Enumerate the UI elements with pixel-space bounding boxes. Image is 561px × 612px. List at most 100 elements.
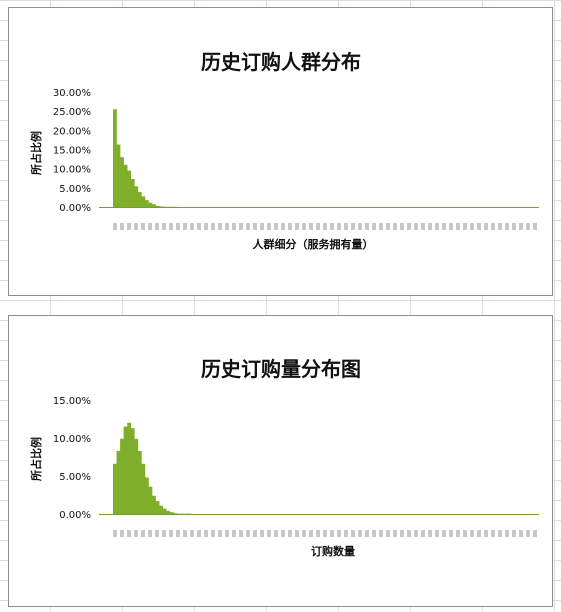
x-category-label xyxy=(519,530,523,537)
x-category-label xyxy=(351,530,355,537)
x-category-label xyxy=(393,530,397,537)
y-tick-labels: 15.00% 10.00% 5.00% 0.00% xyxy=(53,396,91,521)
x-category-label xyxy=(400,223,404,230)
x-category-label xyxy=(316,223,320,230)
x-category-labels xyxy=(113,223,537,230)
x-category-label xyxy=(316,530,320,537)
bar xyxy=(113,463,117,514)
bar xyxy=(141,463,146,514)
bar xyxy=(123,164,128,207)
x-category-label xyxy=(162,223,166,230)
x-category-label xyxy=(442,223,446,230)
x-category-label xyxy=(225,223,229,230)
x-category-label xyxy=(477,223,481,230)
x-category-label xyxy=(141,530,145,537)
bar xyxy=(148,202,153,207)
bar xyxy=(123,426,128,514)
x-category-label xyxy=(295,223,299,230)
x-category-label xyxy=(498,223,502,230)
x-category-label xyxy=(365,223,369,230)
bar xyxy=(159,505,163,514)
bar xyxy=(130,428,135,514)
x-category-label xyxy=(120,223,124,230)
chart-title: 历史订购人群分布 xyxy=(201,50,361,74)
x-category-label xyxy=(386,223,390,230)
bar xyxy=(116,144,121,207)
x-category-label xyxy=(134,530,138,537)
x-category-label xyxy=(169,223,173,230)
bar xyxy=(159,206,163,207)
x-category-label xyxy=(204,223,208,230)
x-category-label xyxy=(274,223,278,230)
bar xyxy=(155,501,160,514)
x-category-label xyxy=(218,223,222,230)
x-category-label xyxy=(253,530,257,537)
x-category-label xyxy=(393,223,397,230)
x-category-label xyxy=(260,530,264,537)
x-category-label xyxy=(470,223,474,230)
bar xyxy=(141,196,146,207)
x-category-label xyxy=(337,530,341,537)
bar xyxy=(144,477,149,514)
x-category-label xyxy=(239,530,243,537)
x-category-label xyxy=(512,223,516,230)
chart-panel-order-quantity[interactable]: 历史订购量分布图 所占比例 15.00% 10.00% 5.00% 0.00% 订购数… xyxy=(8,315,553,607)
bar xyxy=(127,422,132,514)
x-category-label xyxy=(484,530,488,537)
x-category-label xyxy=(351,223,355,230)
x-category-label xyxy=(442,530,446,537)
chart-panel-customer-distribution[interactable]: 历史订购人群分布 所占比例 30.00% 25.00% 20.00% 15.00% 10… xyxy=(8,7,553,296)
x-category-label xyxy=(246,530,250,537)
y-tick-label: 5.00% xyxy=(59,472,91,483)
x-category-label xyxy=(211,530,215,537)
y-tick-label: 10.00% xyxy=(53,434,91,445)
x-category-label xyxy=(169,530,173,537)
x-category-label xyxy=(267,530,271,537)
chart-order-quantity: 历史订购量分布图 所占比例 15.00% 10.00% 5.00% 0.00% 订购数… xyxy=(29,357,539,558)
x-category-label xyxy=(484,223,488,230)
x-category-label xyxy=(127,530,131,537)
y-axis-title: 所占比例 xyxy=(29,131,43,175)
x-category-label xyxy=(491,530,495,537)
x-category-label xyxy=(155,530,159,537)
x-category-label xyxy=(148,223,152,230)
x-category-label xyxy=(267,223,271,230)
x-category-label xyxy=(309,223,313,230)
bar xyxy=(113,109,117,207)
y-tick-label: 0.00% xyxy=(59,510,91,521)
x-axis-title: 人群细分（服务拥有量） xyxy=(253,237,374,251)
x-category-label xyxy=(435,530,439,537)
x-category-label xyxy=(176,223,180,230)
x-category-label xyxy=(477,530,481,537)
x-category-label xyxy=(463,530,467,537)
x-category-label xyxy=(197,223,201,230)
x-category-label xyxy=(519,223,523,230)
chart-title: 历史订购量分布图 xyxy=(201,357,361,381)
chart-customer-distribution: 历史订购人群分布 所占比例 30.00% 25.00% 20.00% 15.00% 10… xyxy=(29,50,539,251)
x-category-label xyxy=(225,530,229,537)
y-axis-title: 所占比例 xyxy=(29,437,43,481)
x-category-label xyxy=(190,530,194,537)
x-category-label xyxy=(428,530,432,537)
x-category-label xyxy=(323,223,327,230)
x-category-label xyxy=(372,530,376,537)
bar xyxy=(155,205,160,207)
x-category-label xyxy=(134,223,138,230)
x-category-label xyxy=(456,223,460,230)
x-category-label xyxy=(365,530,369,537)
x-category-label xyxy=(379,223,383,230)
x-category-label xyxy=(295,530,299,537)
x-category-label xyxy=(470,530,474,537)
x-category-label xyxy=(372,223,376,230)
x-category-label xyxy=(127,223,131,230)
x-category-label xyxy=(414,530,418,537)
x-category-label xyxy=(533,530,537,537)
x-category-label xyxy=(533,223,537,230)
x-category-label xyxy=(526,530,530,537)
x-category-label xyxy=(302,530,306,537)
x-category-label xyxy=(148,530,152,537)
x-category-label xyxy=(281,223,285,230)
y-tick-label: 0.00% xyxy=(59,203,91,214)
x-category-label xyxy=(232,530,236,537)
x-category-label xyxy=(141,223,145,230)
